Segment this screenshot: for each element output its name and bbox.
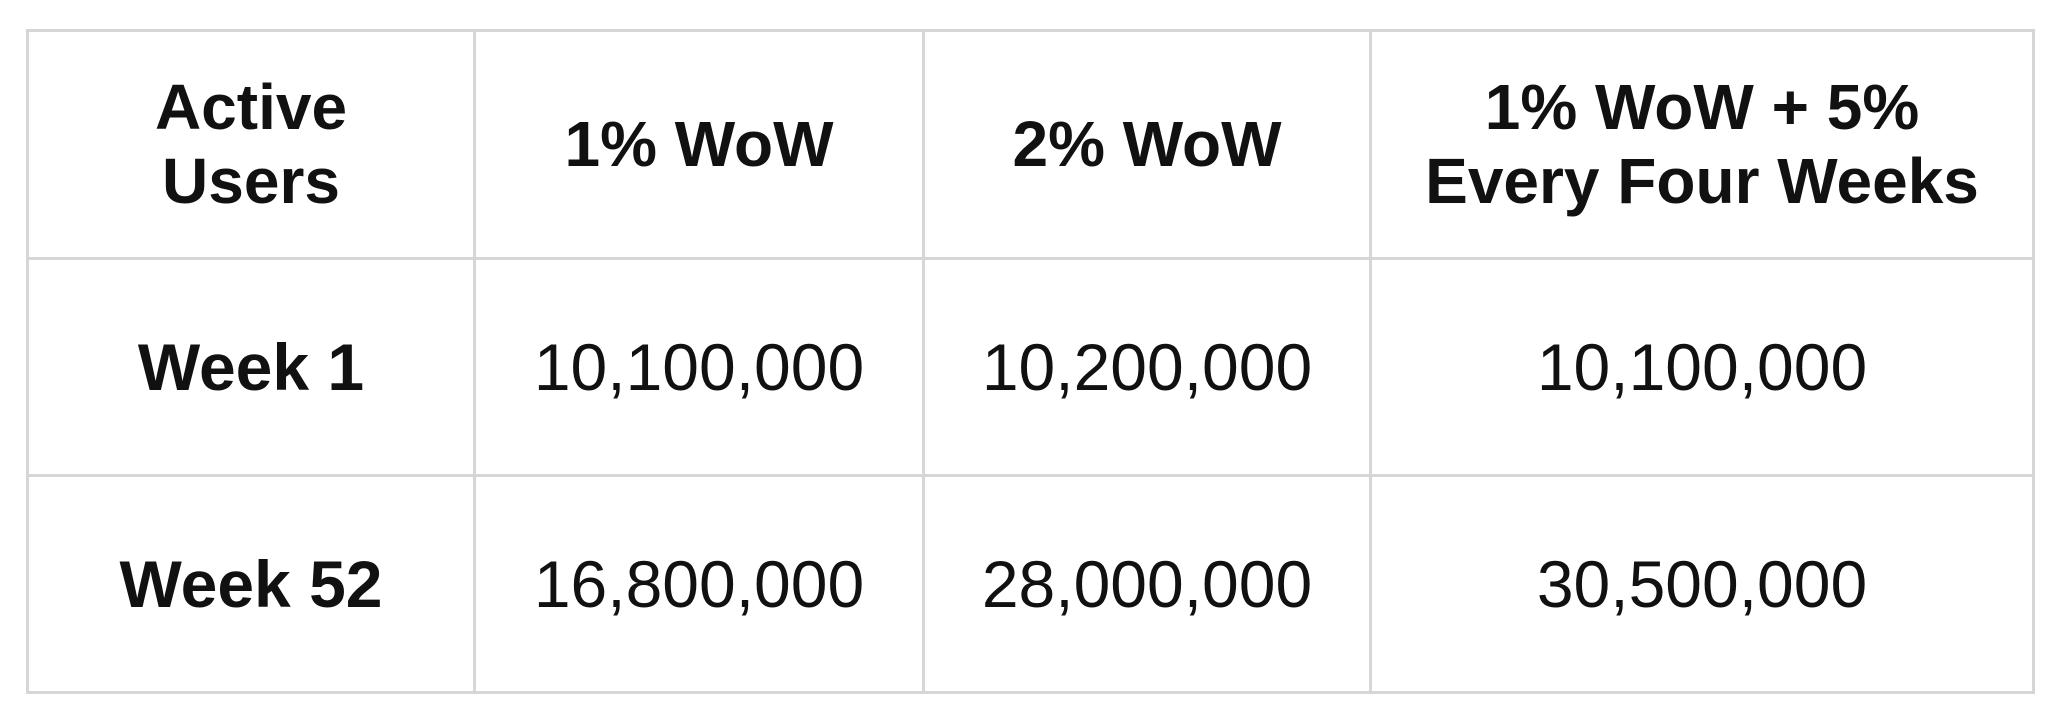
header-cell: 2% WoW <box>922 29 1372 260</box>
header-row: Active Users 1% WoW 2% WoW 1% WoW + 5% E… <box>26 29 2035 260</box>
row-label: Week 1 <box>26 257 476 477</box>
row-label: Week 52 <box>26 474 476 694</box>
cell: 10,100,000 <box>473 257 925 477</box>
header-cell: 1% WoW + 5% Every Four Weeks <box>1369 29 2035 260</box>
cell: 28,000,000 <box>922 474 1372 694</box>
cell: 10,200,000 <box>922 257 1372 477</box>
row: Week 1 10,100,000 10,200,000 10,100,000 <box>26 257 2035 477</box>
cell: 16,800,000 <box>473 474 925 694</box>
header-cell: Active Users <box>26 29 476 260</box>
cell: 30,500,000 <box>1369 474 2035 694</box>
cell: 10,100,000 <box>1369 257 2035 477</box>
row: Week 52 16,800,000 28,000,000 30,500,000 <box>26 474 2035 694</box>
header-cell: 1% WoW <box>473 29 925 260</box>
growth-table: Active Users 1% WoW 2% WoW 1% WoW + 5% E… <box>26 29 2035 694</box>
